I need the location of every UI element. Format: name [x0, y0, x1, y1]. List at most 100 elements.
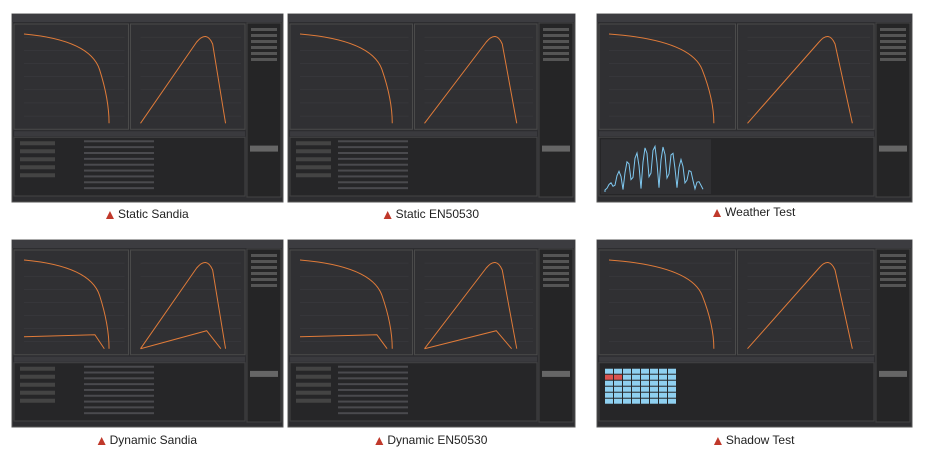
- curve: [424, 262, 518, 350]
- input-field: [296, 149, 331, 154]
- input-field: [20, 157, 55, 162]
- table-row: [84, 377, 154, 380]
- sidebar-field: [880, 284, 906, 287]
- sidebar-field: [880, 34, 906, 37]
- shadow-cell: [659, 392, 667, 398]
- shadow-cell: [668, 380, 676, 386]
- caption-marker: [105, 211, 114, 219]
- app-window: [287, 239, 576, 428]
- table-row: [84, 151, 154, 154]
- caption-marker: [97, 437, 106, 445]
- shadow-cell: [632, 392, 640, 398]
- settings-panel: [289, 136, 538, 197]
- sidebar-field: [251, 28, 277, 31]
- sidebar-field: [543, 46, 569, 49]
- shadow-cell: [650, 380, 658, 386]
- table-row: [338, 371, 408, 374]
- table-row: [84, 388, 154, 391]
- shadow-cell: [659, 386, 667, 392]
- shadow-cell: [668, 386, 676, 392]
- table-row: [338, 163, 408, 166]
- tab-strip: [599, 356, 874, 362]
- table-row: [84, 400, 154, 403]
- sidebar: [538, 248, 574, 423]
- sidebar-field: [543, 284, 569, 287]
- shadow-cell: [623, 368, 631, 374]
- table-row: [338, 377, 408, 380]
- sidebar-field: [543, 272, 569, 275]
- sidebar-field: [880, 46, 906, 49]
- sidebar: [875, 22, 911, 198]
- app-window: [287, 13, 576, 203]
- sidebar-field: [880, 58, 906, 61]
- shadow-cell: [668, 368, 676, 374]
- shadow-cell: [650, 392, 658, 398]
- shadow-cell: [659, 398, 667, 404]
- input-field: [296, 141, 331, 146]
- input-field: [296, 398, 331, 403]
- settings-panel: [289, 362, 538, 422]
- curve: [299, 334, 388, 350]
- sidebar-field: [543, 58, 569, 61]
- table-row: [84, 412, 154, 415]
- sidebar-field: [543, 28, 569, 31]
- weather-trace: [604, 144, 704, 192]
- input-field: [296, 382, 331, 387]
- table-row: [338, 175, 408, 178]
- sidebar-field: [251, 266, 277, 269]
- table-row: [84, 175, 154, 178]
- tab-strip: [599, 131, 874, 137]
- shadow-cell: [614, 398, 622, 404]
- shadow-cell: [623, 392, 631, 398]
- shadow-cell: [605, 374, 613, 380]
- table-row: [84, 187, 154, 190]
- table-row: [84, 365, 154, 368]
- caption-marker: [383, 211, 392, 219]
- sidebar-button: [542, 370, 570, 377]
- curve: [23, 259, 110, 349]
- sidebar-field: [880, 266, 906, 269]
- caption: Shadow Test: [726, 433, 795, 447]
- input-field: [20, 165, 55, 170]
- sidebar-field: [880, 278, 906, 281]
- curve: [23, 334, 105, 349]
- sidebar-button: [250, 370, 278, 377]
- shadow-cell: [605, 368, 613, 374]
- sidebar-field: [543, 278, 569, 281]
- curve: [747, 36, 853, 124]
- sidebar-field: [543, 40, 569, 43]
- shadow-cell: [623, 398, 631, 404]
- caption: Dynamic EN50530: [387, 433, 487, 447]
- input-field: [296, 165, 331, 170]
- shadow-cell: [623, 386, 631, 392]
- caption: Static Sandia: [118, 207, 189, 221]
- curve: [140, 36, 227, 124]
- table-row: [84, 406, 154, 409]
- curve: [140, 262, 227, 350]
- sidebar-field: [251, 34, 277, 37]
- caption-marker: [713, 437, 722, 445]
- curve: [299, 33, 393, 124]
- shadow-cell: [641, 368, 649, 374]
- table-row: [338, 140, 408, 143]
- table-row: [84, 371, 154, 374]
- shadow-cell: [668, 398, 676, 404]
- sidebar-field: [880, 40, 906, 43]
- tab-strip: [14, 131, 245, 137]
- input-field: [296, 366, 331, 371]
- input-field: [20, 374, 55, 379]
- tab-strip: [290, 356, 537, 362]
- table-row: [84, 169, 154, 172]
- shadow-cell: [632, 398, 640, 404]
- table-row: [338, 365, 408, 368]
- table-row: [338, 406, 408, 409]
- sidebar: [875, 248, 911, 423]
- shadow-cell: [641, 398, 649, 404]
- tab-strip: [14, 356, 245, 362]
- shadow-cell: [614, 374, 622, 380]
- sidebar-field: [543, 254, 569, 257]
- sidebar-field: [251, 40, 277, 43]
- sidebar-field: [543, 266, 569, 269]
- table-row: [338, 181, 408, 184]
